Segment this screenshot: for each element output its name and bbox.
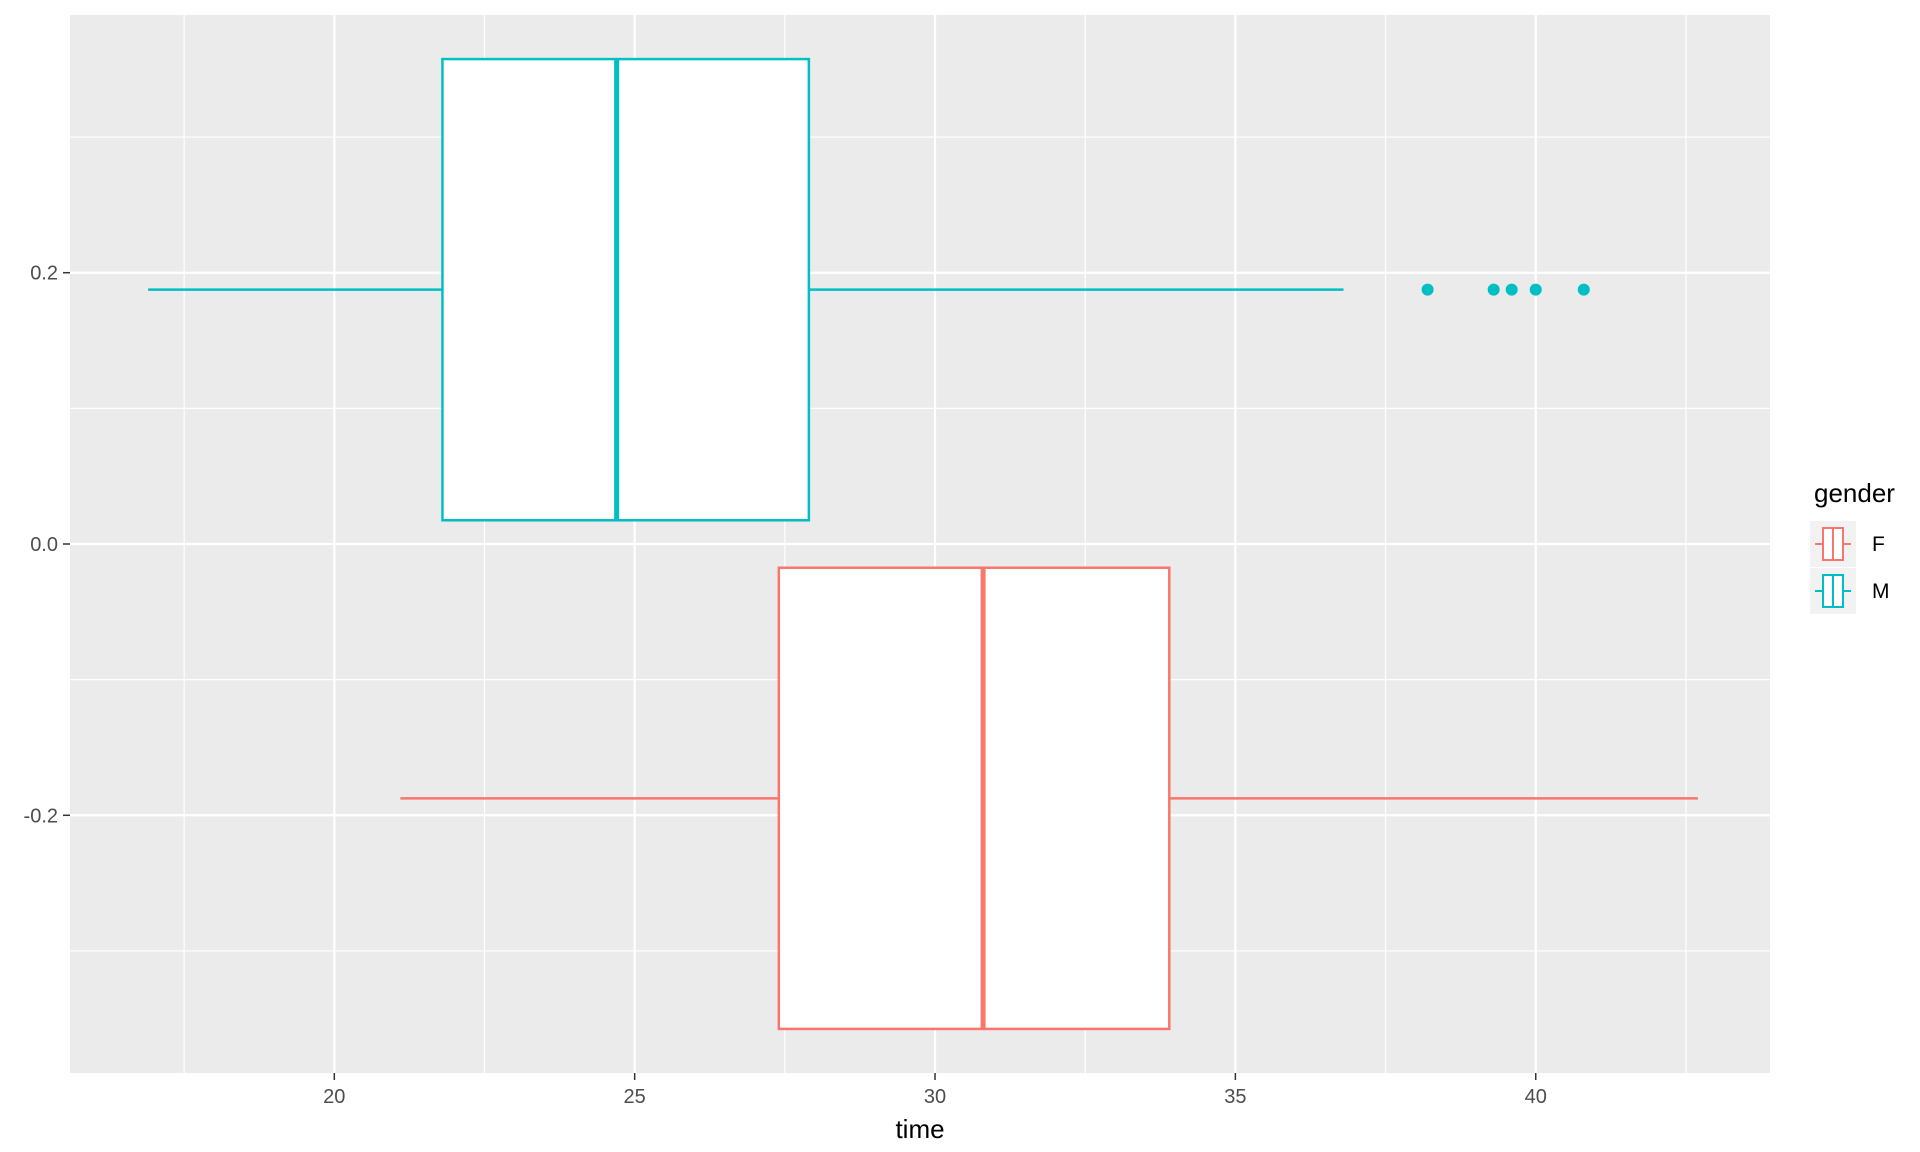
x-axis-title: time — [895, 1114, 944, 1144]
outlier-point — [1421, 283, 1434, 296]
x-tick-label: 25 — [624, 1086, 646, 1108]
outlier-point — [1505, 283, 1518, 296]
legend-label: M — [1872, 580, 1890, 603]
iqr-box — [777, 566, 1171, 1031]
legend-label: F — [1872, 533, 1885, 556]
legend-item-M: M — [1810, 568, 1890, 614]
boxplot-M — [148, 57, 1590, 522]
legend-title: gender — [1814, 478, 1895, 508]
x-tick-label: 40 — [1525, 1086, 1547, 1108]
major-gridlines — [70, 15, 1770, 1073]
legend-items: FM — [1810, 521, 1890, 614]
boxplot-F — [400, 566, 1698, 1031]
outlier-point — [1487, 283, 1500, 296]
boxplot-series — [148, 57, 1698, 1031]
outlier-point — [1577, 283, 1590, 296]
x-tick-label: 30 — [924, 1086, 946, 1108]
x-axis: 20 25 30 35 40 — [323, 1073, 1547, 1108]
y-tick-label: 0.0 — [30, 534, 58, 556]
legend-item-F: F — [1810, 521, 1885, 567]
y-tick-label: -0.2 — [24, 805, 58, 827]
legend: gender FM — [1810, 478, 1895, 614]
x-tick-label: 35 — [1224, 1086, 1246, 1108]
x-tick-label: 20 — [323, 1086, 345, 1108]
y-axis: -0.2 0.0 0.2 — [24, 263, 70, 827]
iqr-box — [441, 57, 811, 522]
y-tick-label: 0.2 — [30, 263, 58, 285]
outlier-point — [1529, 283, 1542, 296]
